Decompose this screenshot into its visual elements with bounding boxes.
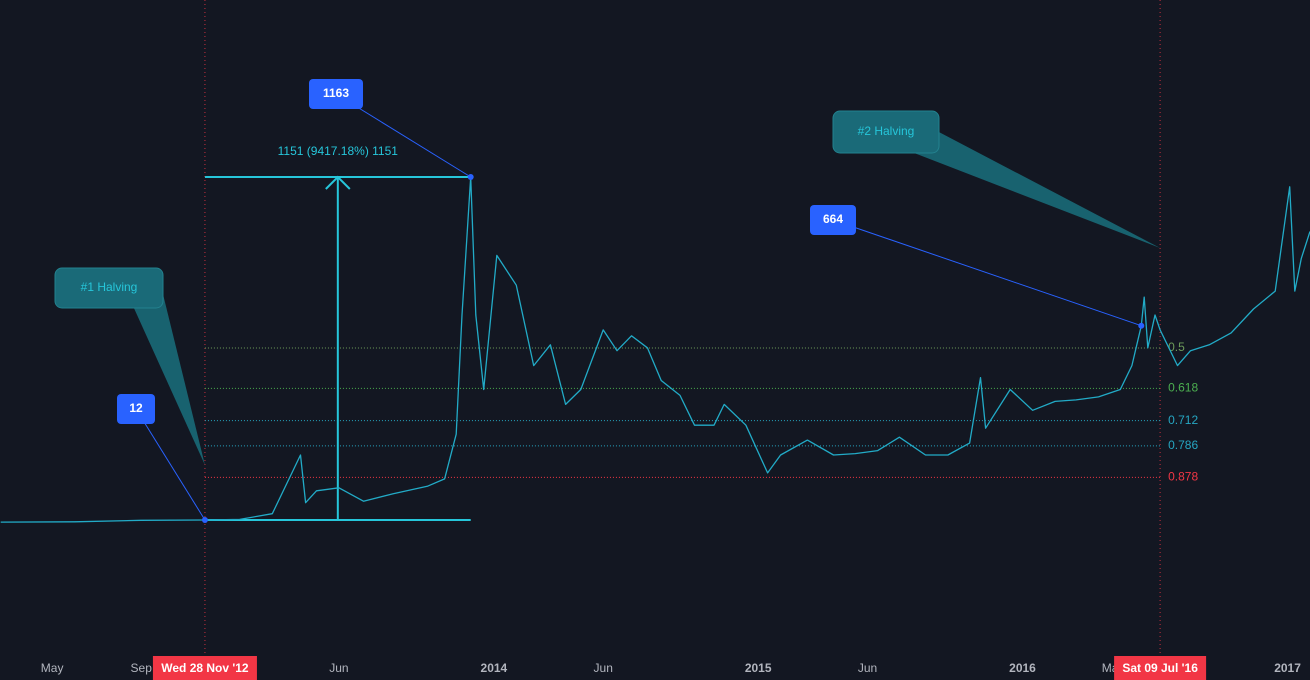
- fib-label: 0.786: [1168, 438, 1198, 452]
- price-label-box: [309, 79, 363, 109]
- measure-arrowhead: [325, 175, 351, 190]
- x-tick-label: Jun: [329, 661, 348, 675]
- fib-label: 0.5: [1168, 340, 1185, 354]
- x-tick-label: Jun: [594, 661, 613, 675]
- callout-text: #1 Halving: [81, 280, 138, 294]
- price-label: 1163: [323, 86, 349, 100]
- price-point: [467, 174, 474, 181]
- callout-pointer: [133, 286, 205, 465]
- callout-text: #2 Halving: [858, 124, 915, 138]
- price-label-leader: [832, 219, 1142, 327]
- price-label: 12: [129, 401, 143, 415]
- price-label-box: [810, 205, 856, 235]
- x-tick-label: May: [41, 661, 64, 675]
- x-tick-label: 2017: [1274, 661, 1301, 675]
- x-tick-label: 2014: [481, 661, 508, 675]
- measure-label: 1151 (9417.18%) 1151: [278, 144, 399, 158]
- date-label-box: [1114, 656, 1207, 680]
- x-tick-label: Sep: [131, 661, 153, 675]
- date-label: Wed 28 Nov '12: [161, 661, 249, 675]
- callout-box: [54, 267, 164, 309]
- price-label: 664: [823, 212, 843, 226]
- callout-pointer: [909, 131, 1161, 248]
- date-label: Sat 09 Jul '16: [1122, 661, 1198, 675]
- price-point: [1138, 322, 1145, 329]
- callout-box: [832, 110, 940, 154]
- price-label-leader: [135, 408, 206, 521]
- x-tick-label: 2015: [745, 661, 772, 675]
- price-point: [201, 517, 208, 524]
- price-line: [0, 176, 1310, 523]
- x-tick-label: Jun: [858, 661, 877, 675]
- date-label-box: [152, 656, 257, 680]
- fib-label: 0.712: [1168, 413, 1198, 427]
- x-tick-label: 2016: [1009, 661, 1036, 675]
- fib-label: 0.618: [1168, 381, 1198, 395]
- price-label-box: [117, 394, 155, 424]
- fib-label: 0.878: [1168, 470, 1198, 484]
